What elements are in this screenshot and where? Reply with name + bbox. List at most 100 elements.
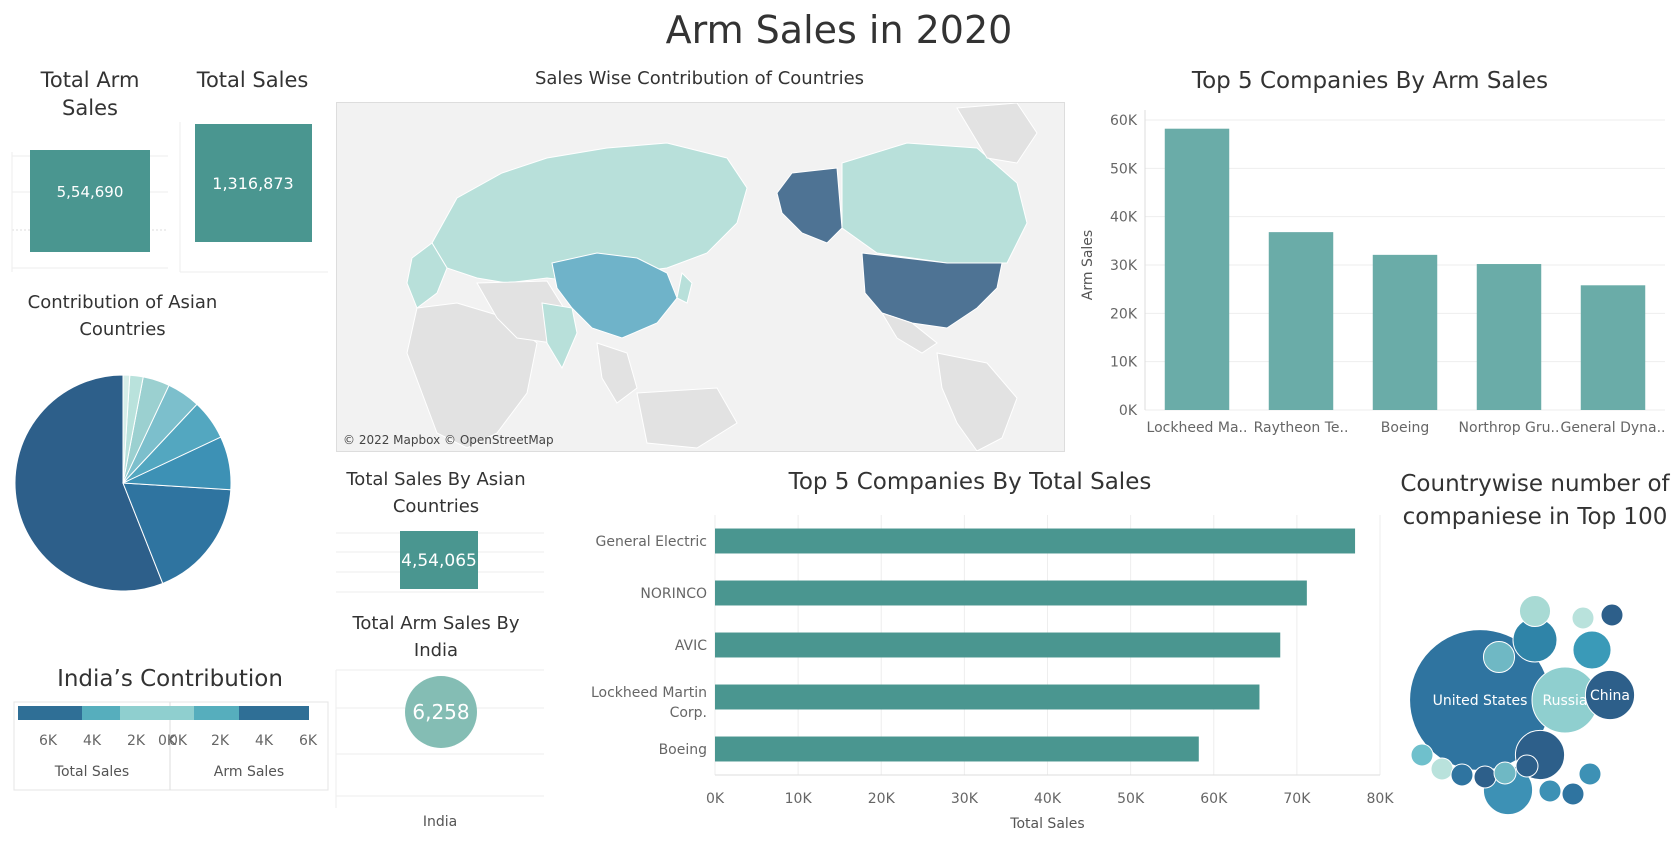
total-sales-bar-chart[interactable]: 0K 10K 20K 30K 40K 50K 60K 70K 80K Total Sales Gen… (565, 505, 1400, 840)
bubble-chart-title: Countrywise number of companiese in Top … (1400, 471, 1670, 530)
total-arm-sales-kpi[interactable]: 5,54,690 (10, 150, 170, 275)
india-axis-label: India (423, 814, 457, 830)
arm-sales-xtick: Northrop Gru.. (1459, 420, 1560, 436)
arm-sales-ylabel: Arm Sales (1080, 230, 1096, 300)
arm-sales-ytick: 10K (1110, 355, 1138, 371)
map-alaska-region[interactable] (776, 167, 843, 244)
total-sales-ytick: NORINCO (640, 586, 707, 602)
total-sales-ytick: AVIC (675, 638, 707, 654)
map-usa-region[interactable] (861, 252, 1003, 329)
arm-sales-ytick: 0K (1119, 403, 1138, 419)
total-sales-xtick: 20K (868, 791, 896, 807)
total-sales-xtick: 60K (1200, 791, 1228, 807)
total-sales-xtick: 10K (785, 791, 813, 807)
total-sales-chart-title: Top 5 Companies By Total Sales (788, 469, 1152, 495)
asian-sales-value: 4,54,065 (401, 551, 477, 571)
asian-sales-kpi[interactable]: 4,54,065 (334, 528, 546, 598)
arm-sales-chart-title: Top 5 Companies By Arm Sales (1191, 68, 1549, 94)
india-arm-sales-kpi[interactable]: 6,258 India (334, 668, 546, 838)
total-sales-bar (715, 580, 1307, 606)
country-bubble (1518, 595, 1552, 628)
dashboard-title: Arm Sales in 2020 (665, 8, 1013, 52)
india-contribution-segment (194, 706, 239, 720)
arm-sales-bar (1372, 254, 1438, 410)
india-left-tick: 6K (39, 733, 58, 749)
map-japan-region[interactable] (676, 271, 693, 304)
map-south-america-region (936, 352, 1018, 451)
asian-sales-title: Total Sales By Asian Countries (346, 469, 526, 517)
india-left-tick: 4K (83, 733, 102, 749)
india-contribution-segment (18, 706, 82, 720)
country-bubble (1450, 763, 1474, 787)
country-bubble (1473, 765, 1497, 789)
total-sales-bar (195, 124, 312, 242)
total-sales-kpi[interactable]: 1,316,873 (178, 120, 331, 275)
asian-contribution-title: Contribution of Asian Countries (27, 292, 218, 340)
india-panel-arm-sales: Arm Sales (214, 764, 284, 780)
india-left-tick: 0K (158, 733, 177, 749)
india-right-tick: 6K (299, 733, 318, 749)
total-sales-xtick: 0K (706, 791, 725, 807)
map-africa-region (406, 302, 538, 449)
total-arm-sales-bar (30, 150, 150, 252)
country-bubble (1561, 782, 1585, 806)
india-arm-sales-value: 6,258 (412, 700, 469, 724)
asian-pie-slice (122, 374, 131, 484)
map-se-asia-region (596, 342, 638, 404)
total-sales-xlabel: Total Sales (1009, 816, 1084, 832)
country-bubble (1430, 757, 1454, 781)
india-right-tick: 0K (169, 733, 188, 749)
total-sales-xtick: 30K (951, 791, 979, 807)
arm-sales-ytick: 30K (1110, 258, 1138, 274)
country-bubble (1578, 762, 1602, 786)
total-sales-xtick: 50K (1117, 791, 1145, 807)
india-contribution-title: India’s Contribution (57, 666, 283, 692)
india-contribution-segment (120, 706, 158, 720)
country-bubble (1600, 603, 1624, 627)
country-bubble (1410, 743, 1434, 767)
total-sales-title: Total Sales (196, 68, 309, 92)
total-sales-bar (715, 632, 1281, 658)
map-mexico-region (880, 312, 938, 354)
asian-pie-slice (122, 482, 232, 585)
map-attribution: © 2022 Mapbox © OpenStreetMap (343, 433, 554, 447)
arm-sales-bar-chart[interactable]: 0K 10K 20K 30K 40K 50K 60K Arm Sales Lockheed Ma… (1070, 100, 1670, 440)
total-sales-ytick: General Electric (595, 534, 707, 550)
arm-sales-xtick: General Dyna.. (1560, 420, 1665, 436)
sales-map[interactable]: © 2022 Mapbox © OpenStreetMap (336, 102, 1065, 452)
country-bubble (1571, 606, 1595, 630)
asian-contribution-pie[interactable] (8, 368, 238, 598)
india-contribution-segment (158, 706, 194, 720)
india-panel-total-sales: Total Sales (54, 764, 129, 780)
country-bubble (1515, 754, 1539, 778)
total-sales-bar (715, 684, 1260, 710)
country-bubble-label: China (1590, 688, 1630, 704)
map-canada-region[interactable] (841, 142, 1028, 264)
country-bubble (1482, 640, 1516, 674)
total-sales-xtick: 40K (1034, 791, 1062, 807)
country-bubble (1493, 761, 1517, 785)
map-india-region[interactable] (541, 302, 578, 370)
arm-sales-ytick: 60K (1110, 113, 1138, 129)
arm-sales-ytick: 50K (1110, 161, 1138, 177)
india-left-tick: 2K (127, 733, 146, 749)
india-right-tick: 4K (255, 733, 274, 749)
country-bubble-label: Russia (1542, 693, 1587, 709)
india-contribution-segment (82, 706, 120, 720)
country-bubble (1584, 669, 1636, 721)
india-chart-frame (13, 701, 329, 791)
country-bubble-chart[interactable]: United States Russia China (1400, 595, 1678, 835)
india-right-tick: 2K (211, 733, 230, 749)
map-china-region[interactable] (551, 252, 678, 339)
arm-sales-bar (1580, 285, 1646, 410)
india-arm-sales-bubble (405, 676, 477, 748)
arm-sales-xtick: Boeing (1381, 420, 1429, 436)
map-title: Sales Wise Contribution of Countries (534, 68, 865, 89)
country-bubble (1538, 779, 1562, 803)
arm-sales-bar (1164, 128, 1230, 410)
arm-sales-ytick: 20K (1110, 306, 1138, 322)
india-contribution-segment (239, 706, 309, 720)
asian-pie-slice (14, 374, 164, 592)
total-arm-sales-value: 5,54,690 (57, 183, 124, 201)
